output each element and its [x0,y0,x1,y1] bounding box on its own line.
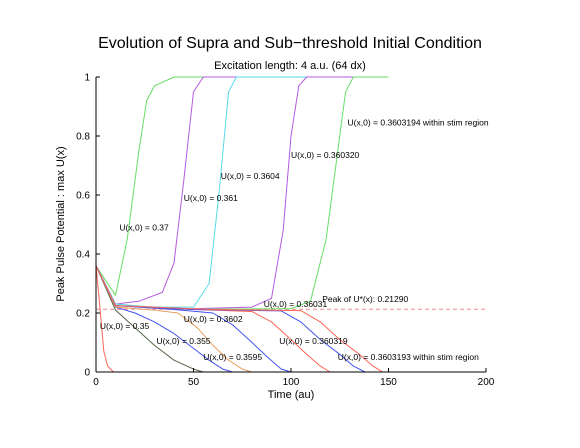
curve-annotation: U(x,0) = 0.360320 [291,150,360,160]
series-line-9 [95,265,389,373]
x-tick-label: 150 [380,377,397,388]
y-ticks: 0 0.2 0.4 0.6 0.8 1 [76,73,100,379]
annotations: U(x,0) = 0.37 U(x,0) = 0.361 U(x,0) = 0.36… [100,118,489,363]
curve-annotation: U(x,0) = 0.3603194 within stim region [348,118,489,128]
y-tick-label: 0.2 [76,309,90,320]
curve-annotation: U(x,0) = 0.355 [156,336,210,346]
y-tick-label: 0 [84,368,90,379]
plot-area: Peak of U*(x): 0.21290 0 50 100 150 200 0 0.2… [76,73,495,389]
y-tick-label: 0.8 [76,132,90,143]
series-line-4 [95,76,389,310]
y-tick-label: 0.4 [76,250,90,261]
reference-line-label: Peak of U*(x): 0.21290 [322,294,408,304]
curve-annotation: U(x,0) = 0.37 [119,222,169,232]
curve-annotation: U(x,0) = 0.3603193 within stim region [338,352,479,362]
x-axis-label: Time (au) [268,389,315,401]
x-tick-label: 100 [283,377,300,388]
series-line-13 [95,265,389,373]
y-tick-label: 0.6 [76,191,90,202]
series-line-8 [95,265,389,373]
series-line-5 [95,76,389,310]
curve-annotation: U(x,0) = 0.3604 [221,171,280,181]
y-tick-label: 1 [84,73,90,84]
y-axis-label: Peak Pulse Potential : max U(x) [55,146,67,301]
x-tick-label: 0 [93,377,99,388]
x-tick-label: 200 [478,377,495,388]
curve-annotation: U(x,0) = 0.3602 [184,314,243,324]
x-tick-label: 50 [188,377,200,388]
series-line-1 [95,76,389,296]
curve-annotation: U(x,0) = 0.35 [100,321,150,331]
chart-title: Evolution of Supra and Sub−threshold Ini… [98,35,482,52]
curve-annotation: U(x,0) = 0.361 [184,193,238,203]
series-group [95,76,389,373]
curve-annotation: U(x,0) = 0.3595 [203,352,262,362]
reference-line-group: Peak of U*(x): 0.21290 [96,294,486,310]
chart-subtitle: Excitation length: 4 a.u. (64 dx) [214,60,366,72]
series-line-2 [95,76,389,305]
series-line-3 [95,76,389,308]
curve-annotation: U(x,0) = 0.36031 [264,299,328,309]
curve-annotation: U(x,0) = 0.360319 [279,336,348,346]
x-ticks: 0 50 100 150 200 [93,368,495,388]
